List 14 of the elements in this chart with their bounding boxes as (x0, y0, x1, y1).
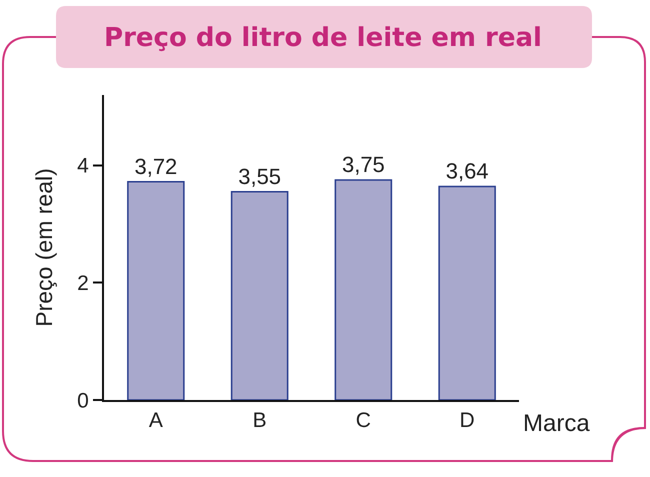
chart-title: Preço do litro de leite em real (104, 23, 542, 54)
data-label: 3,72 (134, 154, 178, 179)
y-axis-title: Preço (em real) (31, 168, 58, 327)
y-tick-label: 4 (77, 154, 90, 178)
x-tick-label: A (148, 409, 163, 432)
y-tick-label: 0 (77, 389, 89, 412)
y-tick-label: 2 (77, 272, 89, 296)
data-label: 3,75 (342, 152, 385, 178)
x-tick-label: C (356, 409, 371, 432)
data-label: 3,64 (446, 158, 489, 184)
x-tick-label: D (460, 409, 475, 432)
data-label: 3,55 (238, 164, 282, 189)
x-tick-label: B (252, 409, 267, 432)
x-axis-title: Marca (523, 410, 590, 437)
